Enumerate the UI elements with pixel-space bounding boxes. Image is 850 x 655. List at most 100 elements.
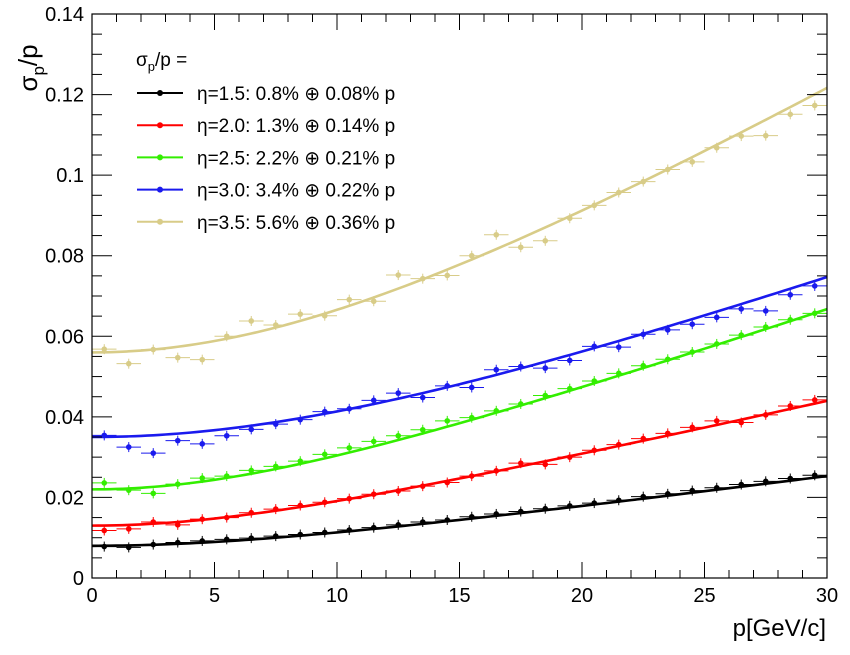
legend-marker <box>157 122 163 129</box>
data-point <box>762 478 769 485</box>
data-point <box>174 354 181 361</box>
data-point <box>395 390 402 396</box>
data-point <box>762 308 769 314</box>
x-tick-label: 15 <box>448 585 470 607</box>
legend-header-rest: /p = <box>155 50 187 71</box>
data-point <box>762 132 769 139</box>
data-point <box>395 272 402 278</box>
data-point <box>370 298 377 305</box>
data-point <box>787 111 794 118</box>
data-point <box>125 444 132 450</box>
data-point <box>419 426 426 433</box>
data-point <box>272 463 279 470</box>
data-point <box>346 495 353 502</box>
x-axis-label: p[GeV/c] <box>733 615 826 642</box>
data-point <box>468 473 475 479</box>
data-point <box>174 539 181 546</box>
y-tick-label: 0.04 <box>45 407 84 429</box>
data-point <box>346 527 353 533</box>
data-point <box>297 531 304 538</box>
data-point <box>762 324 769 330</box>
legend-entry: η=3.0: 3.4% ⊕ 0.22% p <box>137 181 395 202</box>
legend-label: η=2.5: 2.2% ⊕ 0.21% p <box>197 148 395 169</box>
legend-header-symbol: σ <box>136 50 148 71</box>
x-tick-label: 5 <box>209 585 220 607</box>
data-point <box>591 500 598 506</box>
data-point <box>248 467 255 474</box>
data-point <box>787 316 794 323</box>
data-point <box>346 406 353 412</box>
data-point <box>125 526 132 532</box>
data-point <box>125 487 132 493</box>
data-point <box>444 479 451 486</box>
data-point <box>419 394 426 401</box>
data-point <box>468 513 475 520</box>
x-tick-label: 0 <box>86 585 97 607</box>
data-point <box>689 159 696 165</box>
data-point <box>199 356 206 363</box>
data-point <box>370 438 377 445</box>
y-tick-label: 0.14 <box>45 4 84 26</box>
x-tick-label: 20 <box>571 585 593 607</box>
data-point <box>199 538 206 544</box>
data-point <box>689 349 696 355</box>
data-point <box>591 447 598 454</box>
data-point <box>640 362 647 369</box>
series-2 <box>91 394 828 536</box>
data-point <box>174 437 181 444</box>
y-axis-label: σp/p <box>13 44 48 91</box>
data-point <box>444 383 451 389</box>
data-point <box>468 384 475 391</box>
data-point <box>713 144 720 151</box>
legend-header: σp/p = <box>136 50 187 74</box>
data-point <box>223 514 230 521</box>
data-point <box>493 511 500 517</box>
y-tick-label: 0.08 <box>45 246 84 268</box>
y-tick-label: 0.1 <box>56 165 84 187</box>
data-point <box>468 252 475 259</box>
data-point <box>174 481 181 487</box>
data-point <box>517 460 524 466</box>
data-point <box>542 461 549 468</box>
data-point <box>223 473 230 479</box>
data-point <box>811 397 818 403</box>
data-point <box>101 480 108 486</box>
data-point <box>297 458 304 464</box>
data-point <box>640 493 647 500</box>
data-point <box>125 544 132 551</box>
data-point <box>101 346 108 352</box>
data-point <box>150 346 157 353</box>
data-point <box>321 451 328 458</box>
data-point <box>615 441 622 448</box>
data-point <box>493 468 500 474</box>
data-point <box>297 502 304 509</box>
data-point <box>787 291 794 298</box>
series-3 <box>91 307 828 499</box>
y-tick-label: 0 <box>73 568 84 590</box>
legend: σp/p = η=1.5: 0.8% ⊕ 0.08% p η=2.0: 1.3% … <box>136 50 395 234</box>
legend-marker <box>157 218 163 225</box>
series-5 <box>91 86 828 369</box>
data-point <box>125 360 132 367</box>
data-point <box>615 344 622 350</box>
data-point <box>174 522 181 528</box>
data-point <box>444 418 451 424</box>
legend-label: η=1.5: 0.8% ⊕ 0.08% p <box>197 84 395 105</box>
x-tick-label: 30 <box>816 585 838 607</box>
data-point <box>664 356 671 363</box>
data-point <box>664 430 671 437</box>
data-point <box>101 527 108 534</box>
data-point <box>713 314 720 321</box>
data-point <box>517 401 524 407</box>
data-point <box>713 341 720 347</box>
data-point <box>419 275 426 282</box>
data-point <box>615 189 622 196</box>
data-point <box>444 272 451 279</box>
data-point <box>591 343 598 350</box>
data-point <box>762 412 769 418</box>
data-point <box>199 475 206 481</box>
axis-layer: 0 5 10 15 20 25 30 0 0.02 0.04 0.06 0.08 0.1 0.12 0.14 <box>45 4 838 607</box>
data-point <box>787 475 794 482</box>
data-point <box>640 178 647 185</box>
